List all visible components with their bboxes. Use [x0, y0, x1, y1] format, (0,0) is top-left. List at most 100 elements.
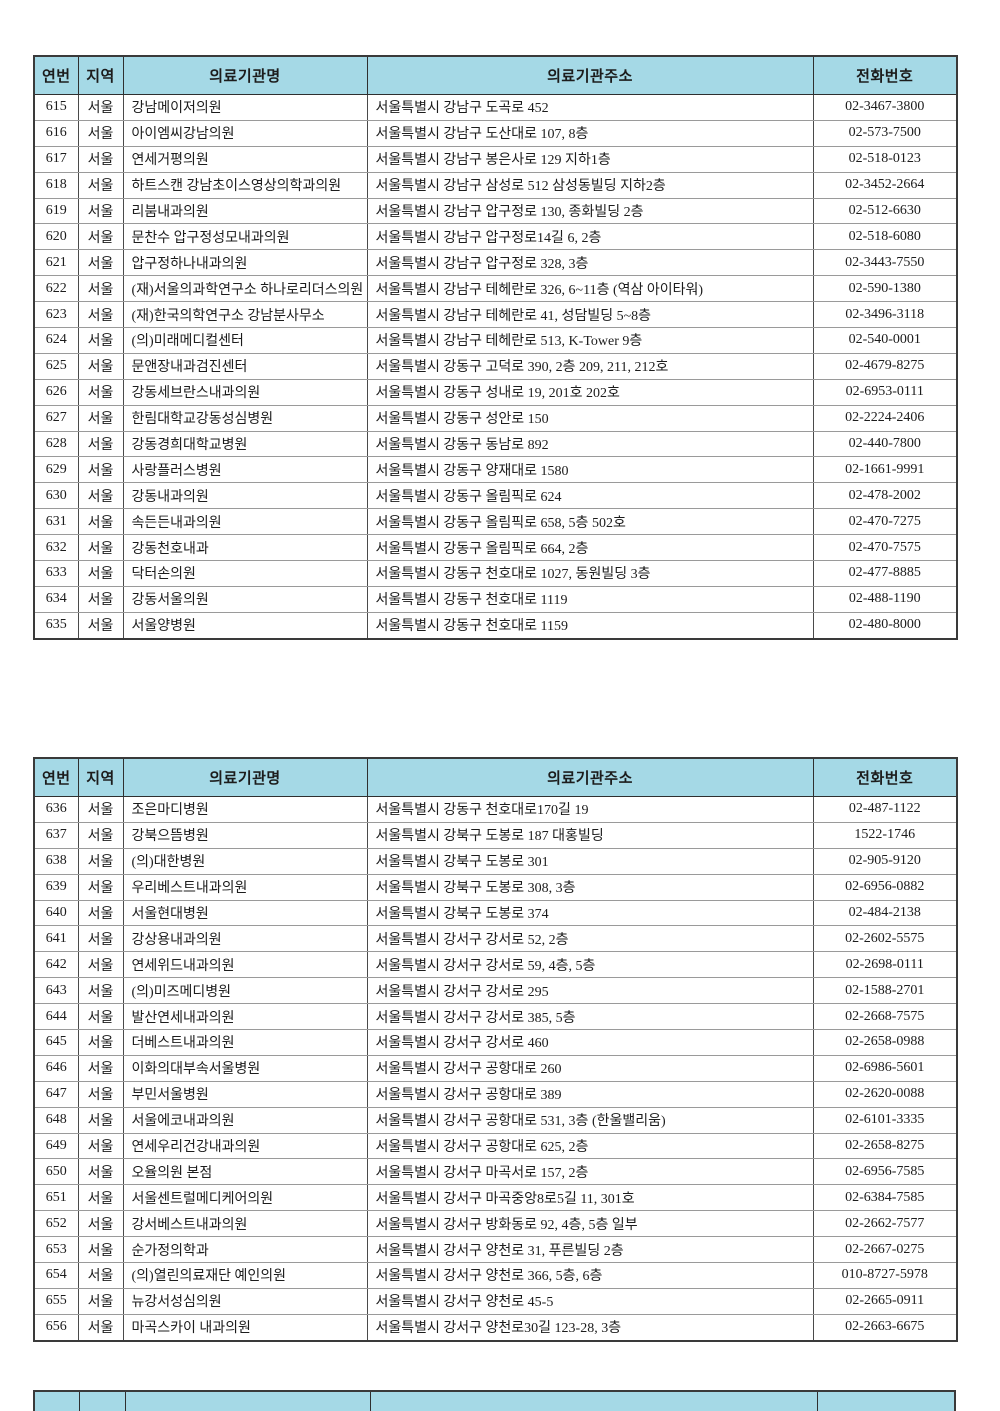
- cell-name: 발산연세내과의원: [122, 1003, 368, 1031]
- partial-header-cell: [35, 1392, 80, 1411]
- table-row: 631 서울 속든든내과의원 서울특별시 강동구 올림픽로 658, 5층 502호 0…: [33, 508, 958, 536]
- cell-phone: 02-470-7575: [812, 534, 958, 562]
- table-row: 642 서울 연세위드내과의원 서울특별시 강서구 강서로 59, 4층, 5층 02-…: [33, 951, 958, 979]
- cell-region: 서울: [77, 223, 124, 251]
- cell-no: 654: [33, 1262, 79, 1289]
- cell-phone: 02-2663-6675: [812, 1313, 958, 1342]
- cell-no: 653: [33, 1236, 79, 1264]
- cell-phone: 02-484-2138: [812, 899, 958, 927]
- partial-header-cell: [80, 1392, 126, 1411]
- cell-region: 서울: [77, 873, 124, 901]
- cell-address: 서울특별시 강남구 압구정로 130, 종화빌딩 2층: [366, 197, 814, 225]
- cell-region: 서울: [77, 1287, 124, 1315]
- cell-no: 646: [33, 1054, 79, 1082]
- cell-no: 636: [33, 796, 79, 823]
- cell-phone: 02-518-6080: [812, 223, 958, 251]
- cell-no: 625: [33, 352, 79, 380]
- cell-no: 645: [33, 1029, 79, 1056]
- col-header-address: 의료기관주소: [366, 55, 814, 95]
- cell-no: 619: [33, 197, 79, 225]
- table-row: 622 서울 (재)서울의과학연구소 하나로리더스의원 서울특별시 강남구 테헤란로 …: [33, 275, 958, 303]
- cell-name: 서울센트럴메디케어의원: [122, 1184, 368, 1212]
- cell-address: 서울특별시 강동구 올림픽로 664, 2층: [366, 534, 814, 562]
- cell-name: 서울에코내과의원: [122, 1106, 368, 1134]
- partial-header-cell: [818, 1392, 954, 1411]
- cell-name: 강동내과의원: [122, 482, 368, 510]
- cell-region: 서울: [77, 456, 124, 484]
- cell-region: 서울: [77, 821, 124, 849]
- cell-name: 부민서울병원: [122, 1080, 368, 1108]
- cell-name: 강북으뜸병원: [122, 821, 368, 849]
- cell-address: 서울특별시 강서구 마곡서로 157, 2층: [366, 1158, 814, 1186]
- partial-next-table-header: [33, 1390, 956, 1411]
- cell-address: 서울특별시 강북구 도봉로 308, 3층: [366, 873, 814, 901]
- cell-name: (재)서울의과학연구소 하나로리더스의원: [122, 275, 368, 303]
- cell-region: 서울: [77, 534, 124, 562]
- cell-phone: 02-3496-3118: [812, 301, 958, 329]
- cell-phone: 02-488-1190: [812, 585, 958, 613]
- table-row: 625 서울 문앤장내과검진센터 서울특별시 강동구 고덕로 390, 2층 209,…: [33, 352, 958, 380]
- cell-address: 서울특별시 강남구 압구정로 328, 3층: [366, 249, 814, 277]
- cell-phone: 02-6986-5601: [812, 1054, 958, 1082]
- cell-name: (재)한국의학연구소 강남분사무소: [122, 301, 368, 329]
- cell-region: 서울: [77, 275, 124, 303]
- cell-phone: 1522-1746: [812, 821, 958, 849]
- cell-address: 서울특별시 강남구 테헤란로 326, 6~11층 (역삼 아이타워): [366, 275, 814, 303]
- cell-no: 642: [33, 951, 79, 979]
- cell-no: 650: [33, 1158, 79, 1186]
- partial-header-cell: [371, 1392, 818, 1411]
- cell-name: 우리베스트내과의원: [122, 873, 368, 901]
- table-row: 652 서울 강서베스트내과의원 서울특별시 강서구 방화동로 92, 4층, 5층 …: [33, 1210, 958, 1238]
- cell-name: 조은마디병원: [122, 796, 368, 823]
- cell-region: 서울: [77, 1158, 124, 1186]
- table-row: 636 서울 조은마디병원 서울특별시 강동구 천호대로170길 19 02-487-1…: [33, 796, 958, 823]
- table-row: 619 서울 리붐내과의원 서울특별시 강남구 압구정로 130, 종화빌딩 2층 02…: [33, 197, 958, 225]
- cell-address: 서울특별시 강동구 올림픽로 658, 5층 502호: [366, 508, 814, 536]
- cell-region: 서울: [77, 585, 124, 613]
- cell-phone: 02-6956-7585: [812, 1158, 958, 1186]
- cell-address: 서울특별시 강북구 도봉로 301: [366, 847, 814, 875]
- cell-address: 서울특별시 강동구 천호대로170길 19: [366, 796, 814, 823]
- cell-name: (의)대한병원: [122, 847, 368, 875]
- cell-name: 닥터손의원: [122, 560, 368, 587]
- cell-name: 강남메이저의원: [122, 94, 368, 121]
- cell-region: 서울: [77, 249, 124, 277]
- col-header-no: 연번: [33, 757, 79, 797]
- cell-phone: 02-480-8000: [812, 611, 958, 640]
- cell-phone: 02-2662-7577: [812, 1210, 958, 1238]
- table-row: 641 서울 강상용내과의원 서울특별시 강서구 강서로 52, 2층 02-2602-…: [33, 925, 958, 953]
- cell-name: 문앤장내과검진센터: [122, 352, 368, 380]
- cell-address: 서울특별시 강서구 양천로 366, 5층, 6층: [366, 1262, 814, 1289]
- cell-no: 632: [33, 534, 79, 562]
- table-body: 636 서울 조은마디병원 서울특별시 강동구 천호대로170길 19 02-487-1…: [33, 796, 958, 1342]
- cell-phone: 02-540-0001: [812, 327, 958, 354]
- cell-address: 서울특별시 강남구 압구정로14길 6, 2층: [366, 223, 814, 251]
- table-row: 650 서울 오율의원 본점 서울특별시 강서구 마곡서로 157, 2층 02-695…: [33, 1158, 958, 1186]
- cell-region: 서울: [77, 1106, 124, 1134]
- cell-phone: 02-2602-5575: [812, 925, 958, 953]
- cell-address: 서울특별시 강서구 방화동로 92, 4층, 5층 일부: [366, 1210, 814, 1238]
- table-row: 627 서울 한림대학교강동성심병원 서울특별시 강동구 성안로 150 02-2224…: [33, 404, 958, 432]
- cell-phone: 02-2668-7575: [812, 1003, 958, 1031]
- cell-phone: 02-1661-9991: [812, 456, 958, 484]
- cell-no: 629: [33, 456, 79, 484]
- cell-no: 628: [33, 430, 79, 458]
- cell-phone: 02-1588-2701: [812, 977, 958, 1005]
- cell-name: (의)열린의료재단 예인의원: [122, 1262, 368, 1289]
- cell-no: 626: [33, 378, 79, 406]
- header-row: 연번 지역 의료기관명 의료기관주소 전화번호: [33, 55, 958, 95]
- cell-address: 서울특별시 강서구 양천로 31, 푸른빌딩 2층: [366, 1236, 814, 1264]
- cell-address: 서울특별시 강남구 도산대로 107, 8층: [366, 119, 814, 147]
- cell-address: 서울특별시 강남구 삼성로 512 삼성동빌딩 지하2층: [366, 171, 814, 199]
- cell-region: 서울: [77, 1184, 124, 1212]
- cell-no: 631: [33, 508, 79, 536]
- table-row: 639 서울 우리베스트내과의원 서울특별시 강북구 도봉로 308, 3층 02-69…: [33, 873, 958, 901]
- cell-name: 연세위드내과의원: [122, 951, 368, 979]
- cell-address: 서울특별시 강남구 도곡로 452: [366, 94, 814, 121]
- table-row: 630 서울 강동내과의원 서울특별시 강동구 올림픽로 624 02-478-2002: [33, 482, 958, 510]
- cell-name: (의)미래메디컬센터: [122, 327, 368, 354]
- table-row: 654 서울 (의)열린의료재단 예인의원 서울특별시 강서구 양천로 366, 5층…: [33, 1262, 958, 1289]
- col-header-no: 연번: [33, 55, 79, 95]
- institutions-table-2: 연번 지역 의료기관명 의료기관주소 전화번호 636 서울 조은마디병원 서울특별시 강동구…: [33, 757, 958, 1342]
- cell-address: 서울특별시 강동구 천호대로 1027, 동원빌딩 3층: [366, 560, 814, 587]
